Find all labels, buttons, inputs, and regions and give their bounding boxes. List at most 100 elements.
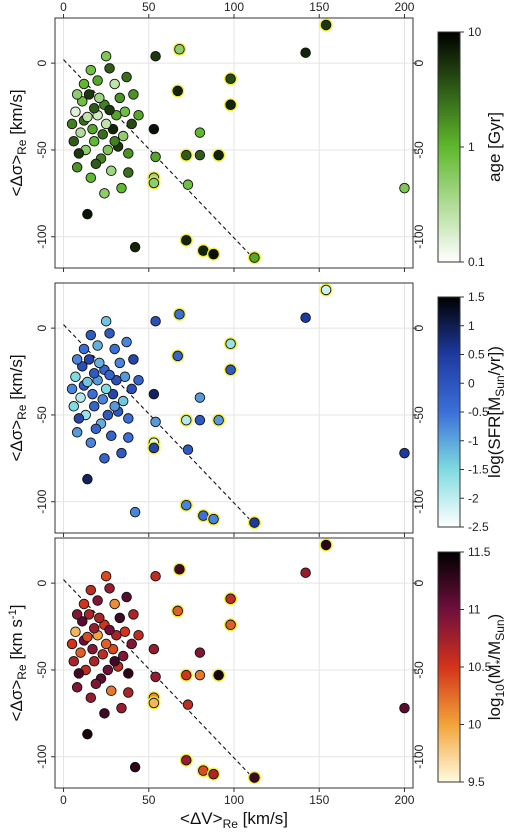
data-point xyxy=(100,118,112,130)
data-point xyxy=(123,687,134,698)
data-point xyxy=(128,609,139,620)
data-point xyxy=(85,692,97,703)
x-tick-label: 150 xyxy=(309,793,329,807)
data-point xyxy=(148,177,160,189)
data-point xyxy=(73,148,85,159)
y-tick-label: 0 xyxy=(35,324,49,331)
data-point xyxy=(114,92,126,104)
data-point xyxy=(225,73,236,85)
top-x-axis: 0 50 100 150 200 xyxy=(60,0,415,18)
data-point xyxy=(100,570,112,582)
y-tick-label-right: -100 xyxy=(412,224,426,248)
y-tick-label-right: 0 xyxy=(412,59,426,66)
data-point xyxy=(123,432,134,443)
data-point xyxy=(208,768,219,780)
x-tick-label: 100 xyxy=(224,793,244,807)
y-tick-label: -100 xyxy=(35,489,49,513)
colorbar xyxy=(437,31,461,263)
x-axis-title: <ΔV>Re [km/s] xyxy=(180,809,288,831)
data-point xyxy=(129,506,141,518)
data-point xyxy=(97,394,108,405)
data-point xyxy=(148,697,160,709)
data-point xyxy=(68,401,80,412)
x-tick-label: 200 xyxy=(394,793,414,807)
data-point xyxy=(85,64,97,76)
data-point xyxy=(320,19,332,31)
data-point xyxy=(109,598,120,610)
data-point xyxy=(150,416,161,428)
y-tick-label-right: -50 xyxy=(412,141,426,159)
data-point xyxy=(150,570,161,582)
data-point xyxy=(104,583,115,594)
top-x-tick-label: 0 xyxy=(60,0,67,14)
data-point xyxy=(116,447,127,459)
data-point xyxy=(83,89,95,100)
data-point xyxy=(198,765,209,776)
colorbar xyxy=(437,551,461,783)
data-point xyxy=(82,111,93,123)
data-point xyxy=(225,593,236,605)
colorbar-tick-label: -1.5 xyxy=(468,463,489,477)
data-point xyxy=(77,616,88,627)
data-point xyxy=(148,388,160,400)
data-point xyxy=(85,172,97,183)
data-point xyxy=(100,50,112,62)
data-point xyxy=(129,761,141,773)
data-point xyxy=(97,649,108,660)
data-point xyxy=(225,364,236,376)
data-point xyxy=(117,130,129,142)
data-point xyxy=(213,149,224,161)
data-point xyxy=(182,699,194,710)
data-point xyxy=(114,357,126,369)
y-tick-label: 0 xyxy=(35,59,49,66)
colorbar-tick-label: 10 xyxy=(468,718,482,732)
data-point xyxy=(82,728,93,740)
data-point xyxy=(182,179,194,190)
data-point xyxy=(194,414,206,426)
data-point xyxy=(71,89,83,100)
data-point xyxy=(181,414,192,426)
data-points xyxy=(66,18,410,265)
data-point xyxy=(88,656,100,667)
data-point xyxy=(121,591,132,603)
data-point xyxy=(94,612,105,624)
colorbar-tick-label: 10 xyxy=(468,25,482,39)
data-point xyxy=(92,340,103,351)
data-point xyxy=(109,343,120,355)
data-point xyxy=(399,447,410,459)
data-point xyxy=(78,78,90,90)
data-point xyxy=(106,430,117,442)
data-point xyxy=(128,89,139,100)
data-point xyxy=(249,517,260,528)
data-point xyxy=(133,374,144,386)
data-point xyxy=(87,388,98,400)
data-point xyxy=(104,328,115,339)
data-point xyxy=(320,284,332,296)
data-point xyxy=(123,668,134,679)
y-axis-label: <Δσ>Re [km/s] xyxy=(7,89,29,196)
data-point xyxy=(70,106,81,117)
y-tick-label-right: -100 xyxy=(412,489,426,513)
data-point xyxy=(133,109,144,121)
data-point xyxy=(77,361,88,372)
data-point xyxy=(208,248,219,260)
data-point xyxy=(88,136,100,147)
data-point xyxy=(90,678,102,690)
data-point xyxy=(90,423,102,435)
colorbar-tick-label: 11 xyxy=(468,603,481,617)
colorbar-tick-label: 1 xyxy=(468,140,475,154)
y-tick-label: -100 xyxy=(35,224,49,248)
data-point xyxy=(198,245,209,256)
data-point xyxy=(133,629,144,641)
data-point xyxy=(194,392,206,403)
y-tick-label: -50 xyxy=(35,406,49,424)
data-point xyxy=(87,123,98,135)
data-point xyxy=(82,208,93,220)
data-point xyxy=(102,409,114,421)
data-point xyxy=(71,682,83,693)
data-point xyxy=(104,369,115,381)
data-point xyxy=(225,619,236,631)
data-point xyxy=(75,127,86,138)
